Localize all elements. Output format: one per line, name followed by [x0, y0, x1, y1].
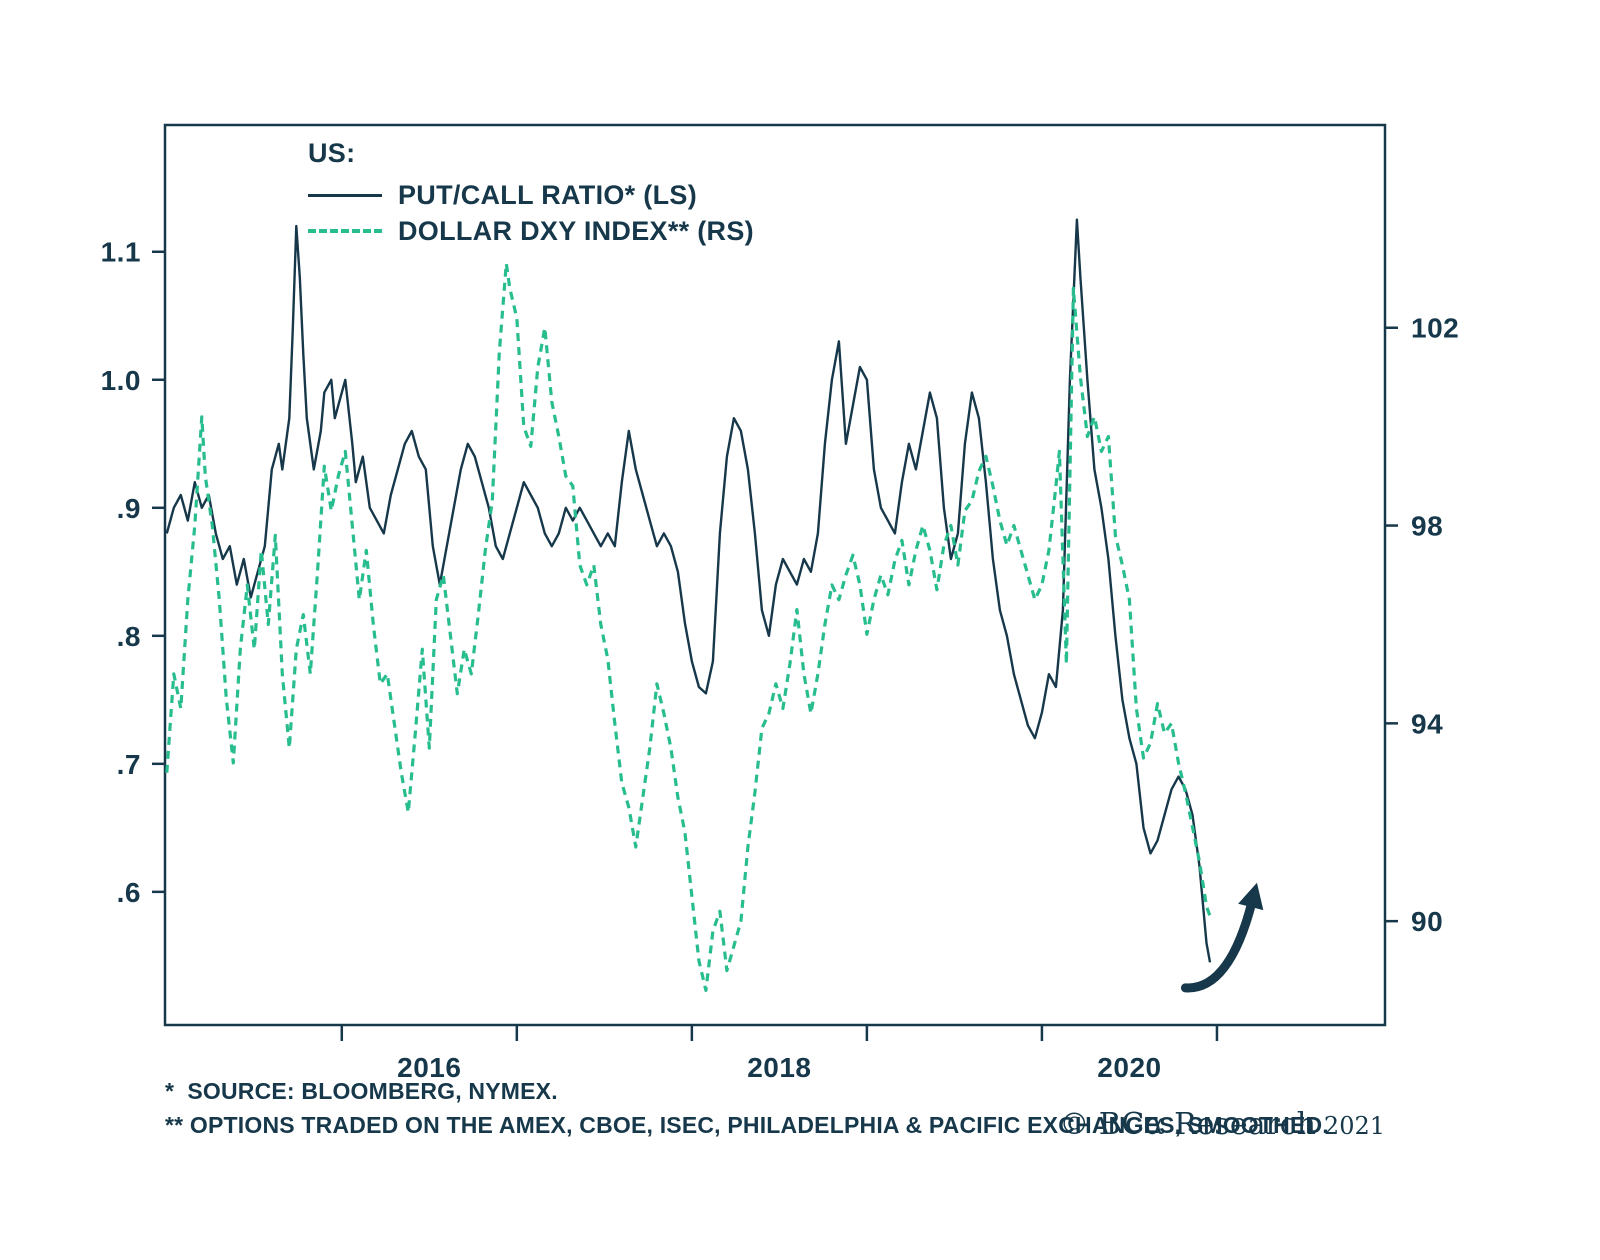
legend-item-putcall: PUT/CALL RATIO* (LS): [308, 177, 754, 213]
x-axis-label: 2020: [1097, 1052, 1161, 1083]
trend-arrow-head-icon: [1238, 882, 1264, 911]
plot-frame: [163, 123, 1387, 1027]
dxy-line-swatch-icon: [308, 229, 382, 233]
y-axis-right-tick-label: 94: [1411, 708, 1443, 739]
bca-logo-text: © BCα Research: [1059, 1107, 1316, 1142]
trend-arrow: [1180, 897, 1257, 993]
y-axis-left-tick-label: .6: [117, 877, 141, 908]
legend-label-dxy: DOLLAR DXY INDEX** (RS): [398, 215, 754, 246]
legend: US: PUT/CALL RATIO* (LS) DOLLAR DXY INDE…: [308, 138, 754, 249]
copyright-year: 2021: [1323, 1112, 1385, 1140]
footnote-options: ** OPTIONS TRADED ON THE AMEX, CBOE, ISE…: [165, 1112, 1329, 1138]
x-axis-label: 2018: [747, 1052, 811, 1083]
y-axis-left-tick-label: .8: [117, 621, 141, 652]
x-axis-label: 2016: [397, 1052, 461, 1083]
putcall-line-swatch-icon: [308, 193, 382, 197]
y-axis-left-tick-label: .7: [117, 749, 141, 780]
y-axis-right-tick-label: 98: [1411, 511, 1443, 542]
putcall-series-line: [165, 218, 1212, 963]
y-axis-right-tick-label: 102: [1411, 313, 1459, 344]
legend-item-dxy: DOLLAR DXY INDEX** (RS): [308, 213, 754, 249]
branding: © BCα Research 2021: [1021, 1072, 1385, 1177]
legend-region-label: US:: [308, 138, 356, 168]
y-axis-left-tick-label: .9: [117, 493, 141, 524]
footnote-source: * SOURCE: BLOOMBERG, NYMEX.: [165, 1078, 558, 1104]
legend-label-putcall: PUT/CALL RATIO* (LS): [398, 179, 697, 210]
y-axis-right-tick-label: 90: [1411, 906, 1443, 937]
y-axis-left-tick-label: 1.0: [101, 365, 141, 396]
y-axis-left-tick-label: 1.1: [101, 237, 141, 268]
dxy-series-line: [165, 261, 1212, 992]
